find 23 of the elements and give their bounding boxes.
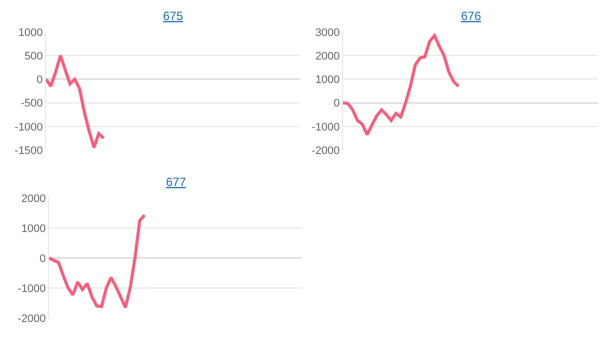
y-tick-label: 1000 <box>315 74 340 86</box>
y-tick-label: -1000 <box>18 282 46 295</box>
chart-title: 676 <box>461 9 482 23</box>
y-tick-label: 2000 <box>21 192 46 205</box>
y-tick-label: 500 <box>24 50 43 62</box>
y-tick-label: 2000 <box>315 50 340 62</box>
chart-title: 677 <box>166 175 186 189</box>
y-tick-label: 1000 <box>18 26 43 39</box>
y-tick-label: -1500 <box>14 144 43 157</box>
y-tick-label: 3000 <box>315 26 340 39</box>
y-tick-label: -1000 <box>14 121 43 134</box>
chart-title: 675 <box>163 9 184 23</box>
line-series <box>46 54 106 150</box>
y-tick-label: -1000 <box>312 121 340 134</box>
line-series <box>49 214 146 309</box>
line-series <box>343 34 460 136</box>
y-tick-label: 0 <box>334 98 340 110</box>
y-tick-label: 0 <box>36 74 43 86</box>
y-tick-label: 1000 <box>21 222 46 235</box>
y-tick-label: 0 <box>40 252 46 265</box>
y-tick-label: -500 <box>20 98 43 110</box>
y-tick-label: -2000 <box>18 312 46 325</box>
y-tick-label: -2000 <box>312 144 340 157</box>
